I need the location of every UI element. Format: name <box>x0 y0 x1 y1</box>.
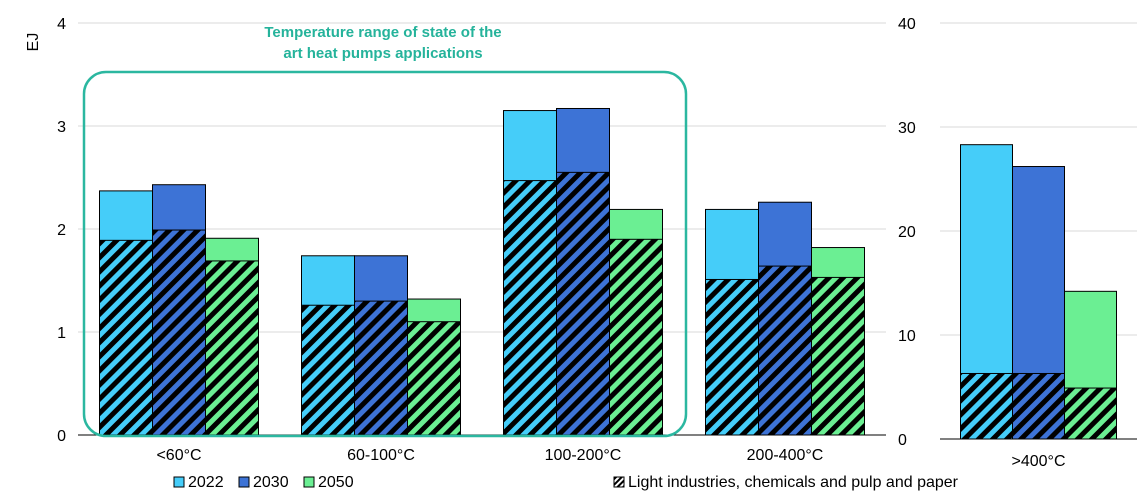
bar-light-industries-2022 <box>960 372 1013 440</box>
category-label: 60-100°C <box>347 447 415 464</box>
legend-swatch <box>613 476 625 488</box>
bar-light-industries-2030 <box>152 229 206 436</box>
y-tick-label: 20 <box>898 224 916 241</box>
bar-light-industries-2050 <box>407 321 461 436</box>
y-tick-label: 4 <box>57 16 66 33</box>
bar-light-industries-2022 <box>301 304 355 436</box>
left-panel: 0 1 2 3 4 EJ <60°C 60-100°C 100-200°C 200-400°C… <box>25 16 886 464</box>
legend-label: Light industries, chemicals and pulp and… <box>628 474 959 491</box>
bar-light-industries-2050 <box>205 260 259 436</box>
y-tick-label: 10 <box>898 328 916 345</box>
y-tick-label: 0 <box>898 432 907 449</box>
annotation-line-2: art heat pumps applications <box>283 45 482 62</box>
legend-swatch <box>303 476 315 488</box>
right-bars <box>960 144 1117 440</box>
heat-pump-range-box <box>82 70 688 438</box>
legend: 2022 2030 2050 Light industries, chemicals … <box>173 474 959 491</box>
left-bars <box>99 107 865 436</box>
category-label: 200-400°C <box>747 447 824 464</box>
bar-light-industries-2022 <box>705 278 759 436</box>
legend-label: 2022 <box>188 474 224 491</box>
annotation-line-1: Temperature range of state of the <box>264 24 501 41</box>
bar-light-industries-2050 <box>811 276 865 436</box>
y-tick-label: 30 <box>898 120 916 137</box>
bar-light-industries-2050 <box>1064 387 1117 440</box>
category-label: 100-200°C <box>545 447 622 464</box>
left-category-labels: <60°C 60-100°C 100-200°C 200-400°C <box>156 447 823 464</box>
bar-light-industries-2030 <box>1012 372 1065 440</box>
y-tick-label: 3 <box>57 119 66 136</box>
category-label: <60°C <box>156 447 201 464</box>
y-axis-label: EJ <box>25 33 42 52</box>
legend-label: 2030 <box>253 474 289 491</box>
legend-swatch <box>173 476 185 488</box>
right-y-axis-ticks: 0 10 20 30 40 <box>898 16 916 449</box>
right-panel: 0 10 20 30 40 >400°C <box>898 16 1137 470</box>
left-y-axis-ticks: 0 1 2 3 4 <box>57 16 66 445</box>
bar-light-industries-2030 <box>758 265 812 436</box>
bar-light-industries-2022 <box>99 239 153 436</box>
bar-light-industries-2030 <box>354 300 408 436</box>
y-tick-label: 2 <box>57 222 66 239</box>
y-tick-label: 0 <box>57 428 66 445</box>
legend-swatch <box>238 476 250 488</box>
bar-light-industries-2050 <box>609 238 663 436</box>
category-label: >400°C <box>1012 453 1066 470</box>
y-tick-label: 40 <box>898 16 916 33</box>
legend-label: 2050 <box>318 474 354 491</box>
right-category-labels: >400°C <box>1012 453 1066 470</box>
y-tick-label: 1 <box>57 325 66 342</box>
bar-light-industries-2022 <box>503 180 557 436</box>
bar-light-industries-2030 <box>556 171 610 436</box>
